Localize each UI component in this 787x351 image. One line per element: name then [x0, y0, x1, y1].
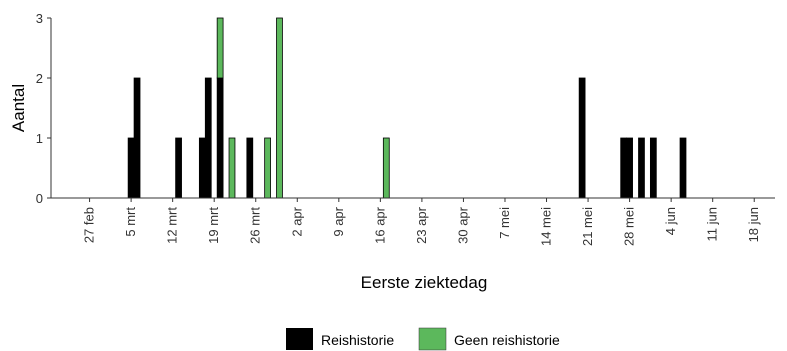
y-tick-label: 1	[36, 131, 43, 146]
bar-reishistorie-2020-03-18	[204, 77, 212, 199]
bar-geen-reishistorie-2020-03-20	[216, 17, 224, 79]
x-tick-label: 11 jun	[705, 207, 720, 241]
bar-geen-reishistorie-2020-03-28	[264, 137, 271, 199]
x-tick-label: 5 mrt	[123, 207, 138, 237]
bar-reishistorie-2020-03-25	[246, 137, 254, 199]
x-tick-label: 16 apr	[372, 206, 387, 244]
bar-reishistorie-2020-06-01	[649, 137, 657, 199]
bar-reishistorie-2020-03-17	[198, 137, 206, 199]
y-tick-label: 0	[36, 191, 43, 206]
legend-swatch-geen-reishistorie	[418, 327, 447, 351]
bar-reishistorie-2020-05-28	[626, 137, 633, 199]
legend: Reishistorie Geen reishistorie	[286, 327, 560, 351]
x-tick-label: 14 mei	[539, 207, 554, 246]
bar-geen-reishistorie-2020-03-30	[276, 17, 283, 199]
axes-group	[50, 18, 775, 199]
x-tick-label: 27 feb	[82, 207, 97, 243]
legend-label-reishistorie: Reishistorie	[321, 332, 394, 348]
y-tick-label: 2	[36, 71, 43, 86]
bar-reishistorie-2020-06-06	[679, 137, 687, 199]
x-tick-label: 9 apr	[331, 206, 346, 236]
bar-reishistorie-2020-05-20	[578, 77, 586, 199]
x-tick-label: 21 mei	[580, 207, 595, 246]
bar-reishistorie-2020-03-06	[133, 77, 141, 199]
legend-label-geen-reishistorie: Geen reishistorie	[454, 332, 560, 348]
x-tick-label: 18 jun	[746, 207, 761, 242]
legend-swatch-reishistorie	[286, 328, 313, 350]
bar-reishistorie-2020-05-27	[620, 137, 628, 199]
bar-reishistorie-2020-03-20	[216, 77, 224, 199]
x-tick-label: 12 mrt	[165, 207, 180, 244]
x-tick-label: 26 mrt	[248, 207, 263, 244]
bar-reishistorie-2020-05-30	[638, 137, 645, 199]
bar-geen-reishistorie-2020-04-17	[382, 137, 390, 199]
bars-group	[127, 17, 687, 199]
y-ticks-group: 0 1 2 3	[36, 11, 51, 206]
y-tick-label: 3	[36, 11, 43, 26]
x-tick-label: 4 jun	[663, 207, 678, 235]
x-tick-label: 30 apr	[455, 206, 470, 244]
y-axis-title: Aantal	[9, 84, 28, 132]
x-tick-label: 28 mei	[622, 207, 637, 246]
x-tick-label: 19 mrt	[206, 207, 221, 244]
bar-geen-reishistorie-2020-03-22	[228, 137, 236, 199]
x-tick-label: 23 apr	[414, 206, 429, 244]
bar-reishistorie-2020-03-13	[175, 137, 182, 199]
x-tick-label: 7 mei	[497, 207, 512, 239]
x-axis-title: Eerste ziektedag	[361, 273, 488, 292]
x-ticks-group: 27 feb 5 mrt 12 mrt 19 mrt 26 mrt 2 apr 9 apr 1…	[82, 198, 761, 246]
bar-reishistorie-2020-03-05	[127, 137, 135, 199]
x-tick-label: 2 apr	[289, 206, 304, 236]
